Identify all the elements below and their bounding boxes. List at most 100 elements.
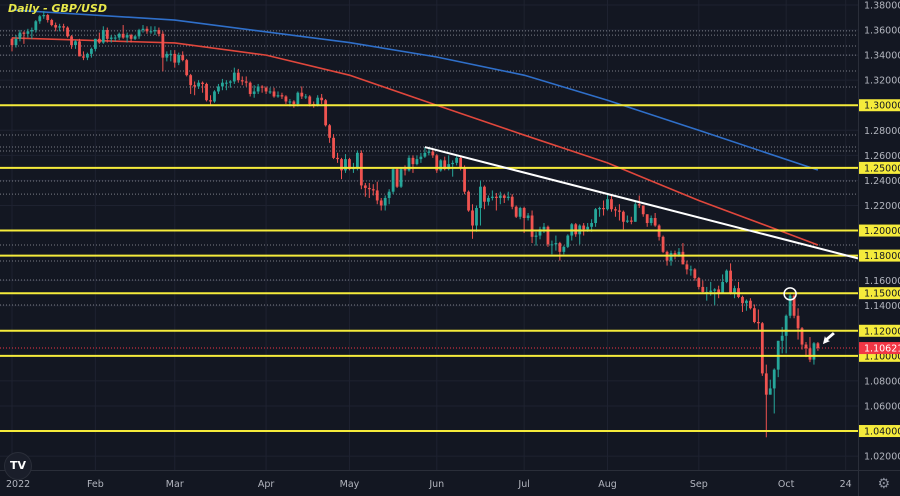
candle: [419, 152, 423, 163]
candle-body: [328, 125, 331, 138]
time-axis[interactable]: 2022 Feb Mar Apr May Jun Jul Aug Sep Oct 24: [0, 470, 900, 496]
candle: [387, 189, 391, 205]
candle: [407, 155, 411, 172]
candle-body: [344, 159, 347, 171]
candle-body: [145, 28, 149, 32]
candle-body: [205, 83, 208, 101]
candle-body: [22, 32, 26, 34]
candle-body: [93, 38, 97, 49]
candle-body: [141, 28, 145, 31]
candle: [788, 293, 792, 319]
candle: [201, 81, 204, 93]
candle: [681, 243, 685, 265]
candle-body: [272, 91, 276, 97]
candle-body: [74, 41, 77, 46]
time-tick-label: May: [340, 479, 360, 490]
candle-body: [614, 209, 617, 211]
candle-body: [506, 196, 510, 198]
candle: [538, 226, 542, 240]
candle: [383, 195, 387, 211]
candle-body: [606, 199, 609, 210]
candle: [264, 86, 268, 94]
candle-body: [284, 96, 288, 102]
candle-body: [117, 33, 121, 38]
candle: [228, 80, 232, 88]
candle-body: [244, 81, 248, 83]
candle-body: [471, 210, 474, 226]
candle-body: [70, 36, 73, 46]
candle-body: [768, 388, 772, 395]
candle-body: [752, 308, 756, 323]
level-price-label-bg: [859, 224, 900, 237]
candle: [610, 195, 613, 212]
candle: [566, 234, 570, 249]
candle: [475, 205, 478, 232]
candle: [594, 207, 597, 227]
yellow-levels[interactable]: [0, 104, 858, 433]
candle-body: [574, 224, 578, 235]
candle-body: [582, 225, 586, 230]
gear-icon[interactable]: ⚙: [877, 476, 890, 492]
candle: [276, 91, 280, 98]
candle-body: [546, 226, 550, 245]
candle: [494, 192, 498, 211]
candle: [284, 95, 288, 104]
level-price-label-bg: [859, 425, 900, 438]
candle-body: [741, 296, 744, 304]
candle-body: [62, 26, 66, 28]
candle-body: [308, 96, 312, 104]
level-price-label-bg: [859, 249, 900, 262]
candle-body: [209, 100, 212, 102]
arrow-icon[interactable]: [822, 332, 835, 345]
candle-body: [693, 269, 697, 279]
candle-body: [586, 226, 590, 230]
candle-body: [431, 151, 435, 156]
candle-body: [677, 251, 681, 256]
drawings[interactable]: [424, 146, 859, 345]
candle-body: [34, 21, 38, 31]
candle: [498, 191, 502, 205]
candle: [546, 225, 550, 247]
candle: [749, 298, 752, 310]
candle: [506, 191, 510, 201]
candle: [598, 206, 601, 217]
candle: [669, 250, 673, 266]
candle: [439, 159, 443, 172]
candle-body: [264, 87, 268, 92]
trendline[interactable]: [424, 146, 859, 260]
level-price-label: 1.25000: [864, 163, 900, 174]
tradingview-logo[interactable]: TV: [4, 452, 32, 480]
candle: [717, 285, 721, 299]
candle: [633, 200, 637, 222]
price-axis[interactable]: 1.38000 1.36000 1.34000 1.32000 1.28000 1.260…: [858, 0, 900, 496]
level-price-label: 1.15000: [864, 289, 900, 300]
candle: [141, 25, 145, 33]
candle-body: [618, 210, 621, 212]
candle: [745, 299, 748, 311]
candle: [518, 206, 522, 220]
level-price-label-bg: [859, 161, 900, 174]
candle: [320, 93, 324, 104]
candle-body: [725, 270, 728, 282]
candle-body: [550, 244, 554, 246]
candle-body: [86, 53, 89, 58]
candle-body: [395, 169, 399, 187]
candle: [621, 210, 625, 230]
candle: [423, 147, 427, 158]
highlight-circle[interactable]: [783, 287, 797, 301]
candle-body: [228, 81, 232, 83]
candle: [280, 92, 284, 99]
candle-body: [538, 229, 542, 236]
candle: [244, 76, 248, 87]
candle-body: [490, 196, 494, 198]
candle: [193, 81, 197, 96]
candle: [721, 274, 725, 294]
candle: [729, 263, 732, 295]
candle-body: [189, 75, 193, 86]
candle: [26, 28, 30, 38]
candle: [391, 167, 395, 195]
candle-body: [498, 195, 502, 198]
candle: [483, 185, 486, 210]
